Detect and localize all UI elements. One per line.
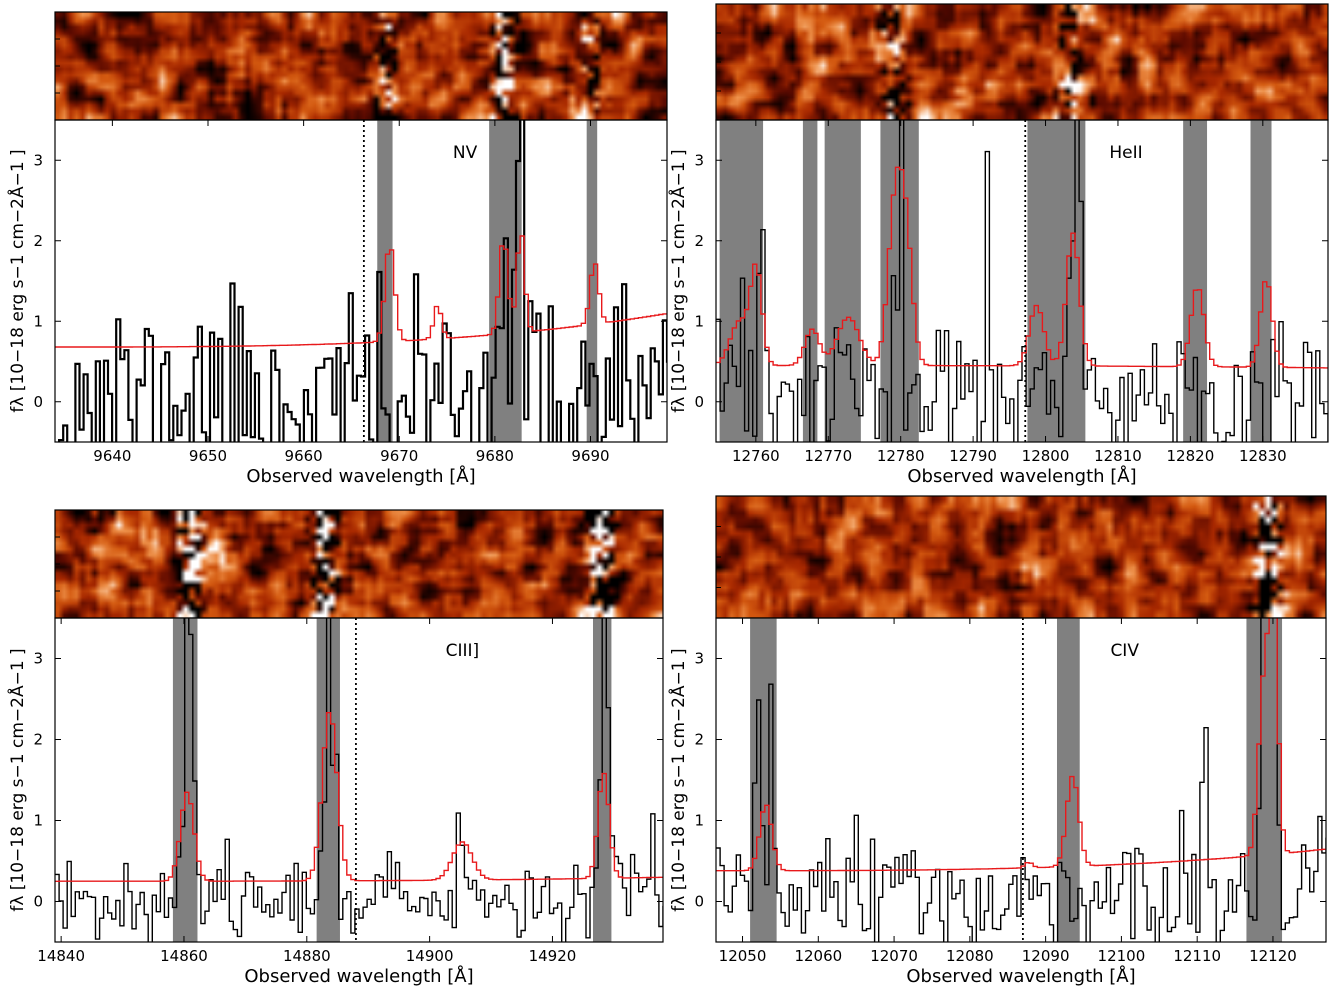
x-tick-label: 12120 bbox=[1249, 947, 1297, 965]
y-tick-label: 3 bbox=[694, 650, 704, 668]
masked-region bbox=[1250, 120, 1272, 442]
y-tick-label: 3 bbox=[33, 151, 43, 169]
y-tick-label: 2 bbox=[694, 232, 704, 250]
y-tick-label: 0 bbox=[694, 393, 704, 411]
plot-frame bbox=[54, 617, 664, 943]
x-tick-label: 12080 bbox=[946, 947, 994, 965]
y-axis-label: fλ [10−18 erg s−1 cm−2Å−1 ] bbox=[667, 648, 689, 911]
masked-region bbox=[1246, 618, 1283, 942]
x-tick-label: 12090 bbox=[1022, 947, 1070, 965]
x-axis-label: Observed wavelength [Å] bbox=[906, 965, 1135, 987]
y-tick-label: 0 bbox=[33, 393, 43, 411]
x-tick-label: 9650 bbox=[189, 447, 227, 465]
2d-spectrum-image bbox=[716, 496, 1326, 618]
y-tick-label: 2 bbox=[33, 232, 43, 250]
flux-spectrum-line bbox=[55, 618, 663, 942]
masked-region bbox=[719, 120, 764, 442]
y-tick-label: 3 bbox=[694, 151, 704, 169]
2d-spectrum-image bbox=[716, 4, 1328, 120]
plot-frame bbox=[715, 119, 1329, 443]
emission-line-label: CIII] bbox=[446, 641, 480, 661]
y-tick-label: 2 bbox=[694, 731, 704, 749]
y-tick-label: 1 bbox=[694, 312, 704, 330]
emission-line-label: CIV bbox=[1110, 641, 1139, 661]
y-tick-label: 1 bbox=[33, 812, 43, 830]
panel-top-right: 12760 12770 12780 12790 12800 12810 12820 12830… bbox=[667, 3, 1329, 487]
y-axis-label: fλ [10−18 erg s−1 cm−2Å−1 ] bbox=[667, 149, 689, 412]
plot-area bbox=[716, 618, 1326, 942]
x-tick-label: 12070 bbox=[870, 947, 918, 965]
plot-area bbox=[55, 618, 663, 942]
2d-spectrum-image bbox=[55, 510, 663, 618]
y-axis-label: fλ [10−18 erg s−1 cm−2Å−1 ] bbox=[6, 648, 28, 911]
x-tick-label: 12800 bbox=[1022, 447, 1070, 465]
x-axis-label: Observed wavelength [Å] bbox=[246, 465, 475, 487]
x-tick-label: 14920 bbox=[529, 947, 577, 965]
x-tick-label: 12760 bbox=[732, 447, 780, 465]
x-tick-label: 9670 bbox=[380, 447, 418, 465]
plot-area bbox=[716, 120, 1328, 442]
plot-frame bbox=[715, 617, 1327, 943]
noise-spectrum-line bbox=[55, 712, 663, 882]
x-tick-label: 12110 bbox=[1173, 947, 1221, 965]
x-tick-label: 12060 bbox=[794, 947, 842, 965]
x-axis-label: Observed wavelength [Å] bbox=[244, 965, 473, 987]
x-tick-label: 12810 bbox=[1094, 447, 1142, 465]
x-tick-label: 14880 bbox=[283, 947, 331, 965]
flux-spectrum-line bbox=[716, 120, 1328, 442]
panel-top-left: 9640 9650 9660 9670 9680 9690 0 1 2 3 NV Observed w… bbox=[6, 11, 668, 487]
masked-region bbox=[802, 120, 818, 442]
x-tick-label: 9660 bbox=[285, 447, 323, 465]
plot-area bbox=[55, 120, 667, 442]
x-tick-label: 9640 bbox=[93, 447, 131, 465]
masked-region bbox=[1183, 120, 1208, 442]
x-tick-label: 12050 bbox=[719, 947, 767, 965]
x-tick-label: 12770 bbox=[804, 447, 852, 465]
y-tick-label: 0 bbox=[694, 893, 704, 911]
panel-bottom-left: 14840 14860 14880 14900 14920 0 1 2 3 CIII] Observ… bbox=[6, 509, 664, 987]
2d-spectrum-image bbox=[55, 12, 667, 120]
y-tick-label: 1 bbox=[694, 812, 704, 830]
x-tick-label: 12100 bbox=[1098, 947, 1146, 965]
flux-spectrum-line bbox=[716, 618, 1326, 942]
x-tick-label: 12820 bbox=[1167, 447, 1215, 465]
y-tick-label: 1 bbox=[33, 312, 43, 330]
masked-region bbox=[824, 120, 861, 442]
x-tick-label: 9690 bbox=[571, 447, 609, 465]
y-tick-label: 0 bbox=[33, 893, 43, 911]
x-tick-label: 14900 bbox=[406, 947, 454, 965]
x-tick-label: 14840 bbox=[37, 947, 85, 965]
x-tick-label: 14860 bbox=[160, 947, 208, 965]
masked-region bbox=[586, 120, 598, 442]
flux-spectrum-line bbox=[58, 120, 667, 442]
y-tick-label: 3 bbox=[33, 650, 43, 668]
masked-region bbox=[1027, 120, 1086, 442]
x-axis-label: Observed wavelength [Å] bbox=[907, 465, 1136, 487]
x-tick-label: 12780 bbox=[877, 447, 925, 465]
masked-region bbox=[316, 618, 340, 942]
plot-frame bbox=[54, 119, 668, 443]
x-tick-label: 12790 bbox=[949, 447, 997, 465]
panel-bottom-right: 12050 12060 12070 12080 12090 12100 12110 12120… bbox=[667, 495, 1327, 987]
y-tick-label: 2 bbox=[33, 731, 43, 749]
noise-spectrum-line bbox=[716, 166, 1328, 369]
noise-spectrum-line bbox=[55, 235, 667, 348]
noise-spectrum-line bbox=[716, 618, 1326, 872]
emission-line-label: HeII bbox=[1109, 143, 1142, 163]
emission-line-label: NV bbox=[453, 143, 478, 163]
y-axis-label: fλ [10−18 erg s−1 cm−2Å−1 ] bbox=[6, 149, 28, 412]
x-tick-label: 12830 bbox=[1239, 447, 1287, 465]
masked-region bbox=[1056, 618, 1080, 942]
x-tick-label: 9680 bbox=[476, 447, 514, 465]
